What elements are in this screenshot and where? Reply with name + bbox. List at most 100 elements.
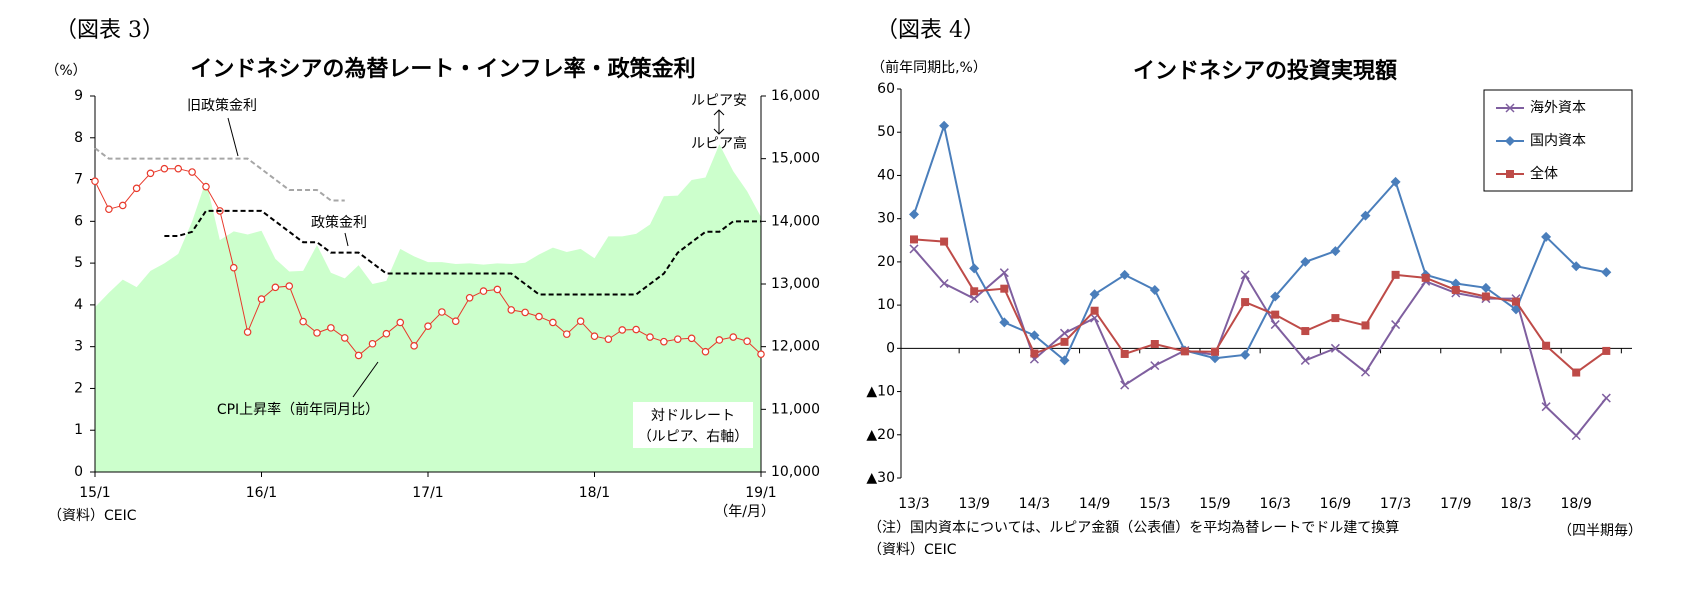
point bbox=[1542, 341, 1551, 350]
point bbox=[562, 330, 571, 338]
point bbox=[1150, 361, 1160, 371]
point bbox=[146, 169, 155, 178]
point bbox=[1571, 431, 1581, 441]
x-tick-label: 18/9 bbox=[1560, 496, 1591, 512]
series-label: 政策金利 bbox=[311, 214, 367, 231]
point bbox=[549, 318, 557, 327]
point bbox=[313, 329, 321, 337]
y-tick-label: 40 bbox=[877, 167, 895, 183]
point bbox=[1000, 284, 1009, 293]
series-label: CPI上昇率（前年同月比） bbox=[217, 401, 379, 418]
y-tick-label: ▲20 bbox=[866, 427, 895, 443]
point bbox=[299, 317, 307, 326]
point bbox=[229, 263, 238, 272]
point bbox=[1480, 282, 1491, 293]
x-tick-label: 16/3 bbox=[1259, 496, 1290, 512]
point bbox=[1505, 103, 1515, 113]
point bbox=[701, 347, 710, 356]
y-tick-label: 60 bbox=[877, 81, 895, 97]
point bbox=[1241, 298, 1250, 307]
point bbox=[160, 164, 169, 173]
point bbox=[1120, 380, 1130, 390]
y-tick-label: 6 bbox=[74, 213, 83, 229]
point bbox=[1301, 327, 1310, 336]
point bbox=[354, 351, 363, 360]
label-arrow bbox=[344, 232, 349, 247]
point bbox=[368, 339, 377, 348]
point bbox=[535, 312, 543, 321]
series-label: （ルピア、右軸） bbox=[638, 429, 749, 445]
point bbox=[970, 287, 979, 296]
point bbox=[1240, 270, 1250, 280]
y-axis-label: （%） bbox=[45, 63, 86, 79]
series-line bbox=[94, 147, 345, 202]
point bbox=[1060, 337, 1069, 346]
chart-title: インドネシアの為替レート・インフレ率・政策金利 bbox=[190, 56, 695, 82]
y2-tick-label: 13,000 bbox=[771, 276, 820, 292]
point bbox=[1030, 349, 1039, 358]
x-tick-label: 15/3 bbox=[1139, 496, 1170, 512]
x-tick-label: 14/9 bbox=[1079, 496, 1110, 512]
y2-tick-label: 15,000 bbox=[771, 151, 820, 167]
x-axis-label: （年/月） bbox=[714, 504, 775, 520]
y2-tick-label: 10,000 bbox=[771, 464, 820, 480]
point bbox=[1505, 136, 1515, 146]
point bbox=[271, 283, 280, 292]
point bbox=[1421, 273, 1430, 282]
y-tick-label: 4 bbox=[74, 297, 83, 313]
point bbox=[1120, 349, 1129, 358]
point bbox=[1270, 291, 1281, 302]
y-tick-label: 5 bbox=[74, 255, 83, 271]
annotation: ルピア高 bbox=[691, 135, 747, 152]
point bbox=[327, 324, 335, 332]
label-arrow bbox=[227, 117, 239, 157]
point bbox=[1090, 306, 1099, 315]
point bbox=[1330, 246, 1341, 257]
point bbox=[1059, 328, 1070, 338]
point bbox=[999, 317, 1010, 328]
label-box bbox=[633, 402, 753, 448]
legend-label: 海外資本 bbox=[1530, 100, 1586, 116]
y-tick-label: 7 bbox=[74, 172, 83, 188]
point bbox=[1361, 321, 1370, 330]
x-tick-label: 17/9 bbox=[1440, 496, 1471, 512]
point bbox=[507, 306, 516, 314]
point bbox=[1451, 285, 1460, 294]
y-tick-label: 50 bbox=[877, 124, 895, 140]
legend-label: 全体 bbox=[1530, 165, 1558, 182]
point bbox=[743, 337, 751, 346]
point bbox=[604, 335, 613, 343]
point bbox=[576, 317, 585, 325]
point bbox=[909, 244, 919, 254]
source: （資料）CEIC bbox=[48, 508, 137, 524]
y-tick-label: 0 bbox=[886, 340, 895, 356]
series-line bbox=[913, 248, 1608, 438]
point bbox=[521, 308, 529, 317]
point bbox=[1541, 402, 1551, 412]
point bbox=[940, 237, 949, 246]
x-tick-label: 17/1 bbox=[412, 485, 443, 501]
point bbox=[1150, 340, 1159, 349]
point bbox=[451, 317, 460, 325]
series-label: 旧政策金利 bbox=[187, 97, 257, 114]
point bbox=[1572, 368, 1581, 377]
point bbox=[479, 287, 488, 295]
note: （注）国内資本については、ルピア金額（公表値）を平均為替レートでドル建て換算 bbox=[868, 520, 1399, 536]
y-tick-label: 10 bbox=[877, 297, 895, 313]
point bbox=[1390, 176, 1401, 187]
y-tick-label: 0 bbox=[74, 464, 83, 480]
y-tick-label: 8 bbox=[74, 130, 83, 146]
x-tick-label: 13/9 bbox=[958, 496, 989, 512]
point bbox=[1512, 297, 1520, 306]
double-arrow bbox=[713, 109, 725, 135]
point bbox=[687, 334, 696, 343]
point bbox=[1149, 284, 1160, 295]
point bbox=[715, 336, 724, 344]
point bbox=[969, 263, 980, 274]
point bbox=[1180, 347, 1189, 356]
y-axis-label: （前年同期比,%） bbox=[871, 59, 987, 76]
point bbox=[909, 209, 919, 220]
point bbox=[1506, 170, 1514, 178]
point bbox=[410, 342, 418, 350]
x-tick-label: 16/9 bbox=[1320, 496, 1351, 512]
